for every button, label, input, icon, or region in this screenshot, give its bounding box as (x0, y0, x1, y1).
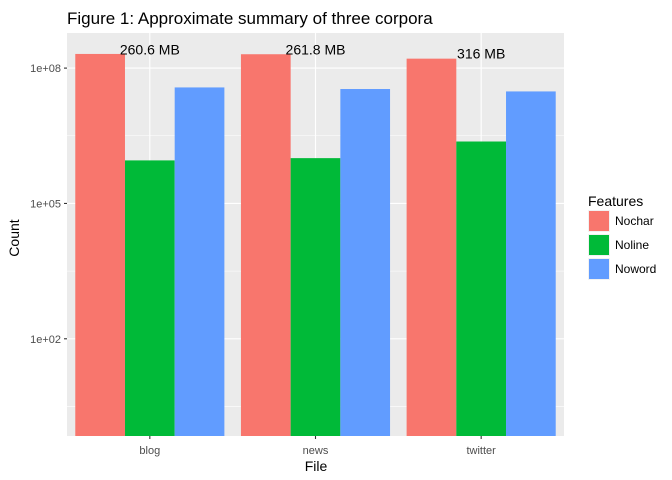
x-tick-label-blog: blog (139, 445, 160, 457)
bar-noword-news (340, 89, 391, 436)
bar-noword-twitter (506, 91, 556, 436)
x-tick-label-news: news (303, 445, 329, 457)
y-axis-ticks: 1e+02 1e+05 1e+08 (30, 63, 67, 346)
annotation-blog: 260.6 MB (120, 41, 180, 57)
bar-noline-news (290, 158, 341, 436)
legend-swatch-noline (589, 235, 609, 255)
annotation-twitter: 316 MB (457, 46, 505, 62)
x-axis-title: File (305, 458, 328, 474)
bar-nochar-news (240, 54, 291, 436)
legend-swatch-noword (589, 259, 609, 279)
legend-swatch-nochar (589, 211, 609, 231)
bar-noline-blog (124, 160, 175, 436)
legend-label-noword: Noword (615, 262, 656, 276)
legend: Features Nochar Noline Noword (588, 193, 656, 280)
bar-annotations: 260.6 MB 261.8 MB 316 MB (120, 41, 505, 61)
y-tick-label: 1e+02 (30, 334, 61, 346)
bar-nochar-blog (75, 53, 125, 437)
y-axis-title: Count (6, 219, 22, 256)
x-axis-ticks: blog news twitter (139, 436, 496, 457)
bar-noword-blog (174, 87, 225, 436)
bar-nochar-twitter (406, 58, 457, 437)
legend-label-noline: Noline (615, 238, 649, 252)
legend-label-nochar: Nochar (615, 214, 654, 228)
y-tick-label: 1e+05 (30, 198, 61, 210)
y-tick-label: 1e+08 (30, 63, 61, 75)
legend-title: Features (588, 193, 643, 209)
chart-title: Figure 1: Approximate summary of three c… (67, 9, 433, 28)
x-tick-label-twitter: twitter (466, 445, 496, 457)
bars (75, 53, 556, 437)
bar-noline-twitter (456, 141, 507, 436)
annotation-news: 261.8 MB (286, 41, 346, 57)
